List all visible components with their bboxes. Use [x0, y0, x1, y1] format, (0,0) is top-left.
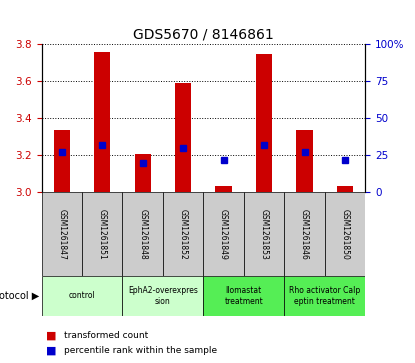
Bar — [284, 276, 365, 316]
Text: protocol ▶: protocol ▶ — [0, 291, 39, 301]
Text: control: control — [68, 291, 95, 300]
Bar — [82, 192, 122, 276]
Text: GSM1261851: GSM1261851 — [98, 209, 107, 260]
Bar — [122, 192, 163, 276]
Bar — [94, 52, 110, 192]
Bar — [284, 192, 325, 276]
Bar — [42, 192, 82, 276]
Bar — [163, 192, 203, 276]
Bar — [42, 276, 122, 316]
Title: GDS5670 / 8146861: GDS5670 / 8146861 — [133, 27, 274, 41]
Bar — [134, 154, 151, 192]
Bar — [325, 192, 365, 276]
Text: GSM1261848: GSM1261848 — [138, 209, 147, 260]
Text: Rho activator Calp
eptin treatment: Rho activator Calp eptin treatment — [289, 286, 360, 306]
Text: ■: ■ — [46, 345, 56, 355]
Text: Ilomastat
treatment: Ilomastat treatment — [225, 286, 263, 306]
Bar — [54, 130, 70, 192]
Text: GSM1261849: GSM1261849 — [219, 209, 228, 260]
Bar — [203, 276, 284, 316]
Bar — [175, 83, 191, 192]
Bar — [296, 130, 312, 192]
Text: ■: ■ — [46, 331, 56, 341]
Text: GSM1261853: GSM1261853 — [259, 209, 269, 260]
Text: GSM1261850: GSM1261850 — [340, 209, 349, 260]
Bar — [122, 276, 203, 316]
Bar — [256, 54, 272, 192]
Bar — [203, 192, 244, 276]
Text: GSM1261846: GSM1261846 — [300, 209, 309, 260]
Text: percentile rank within the sample: percentile rank within the sample — [64, 346, 217, 355]
Text: GSM1261852: GSM1261852 — [178, 209, 188, 260]
Bar — [244, 192, 284, 276]
Bar — [337, 186, 353, 192]
Text: transformed count: transformed count — [64, 331, 149, 340]
Text: EphA2-overexpres
sion: EphA2-overexpres sion — [128, 286, 198, 306]
Bar — [215, 186, 232, 192]
Text: GSM1261847: GSM1261847 — [57, 209, 66, 260]
